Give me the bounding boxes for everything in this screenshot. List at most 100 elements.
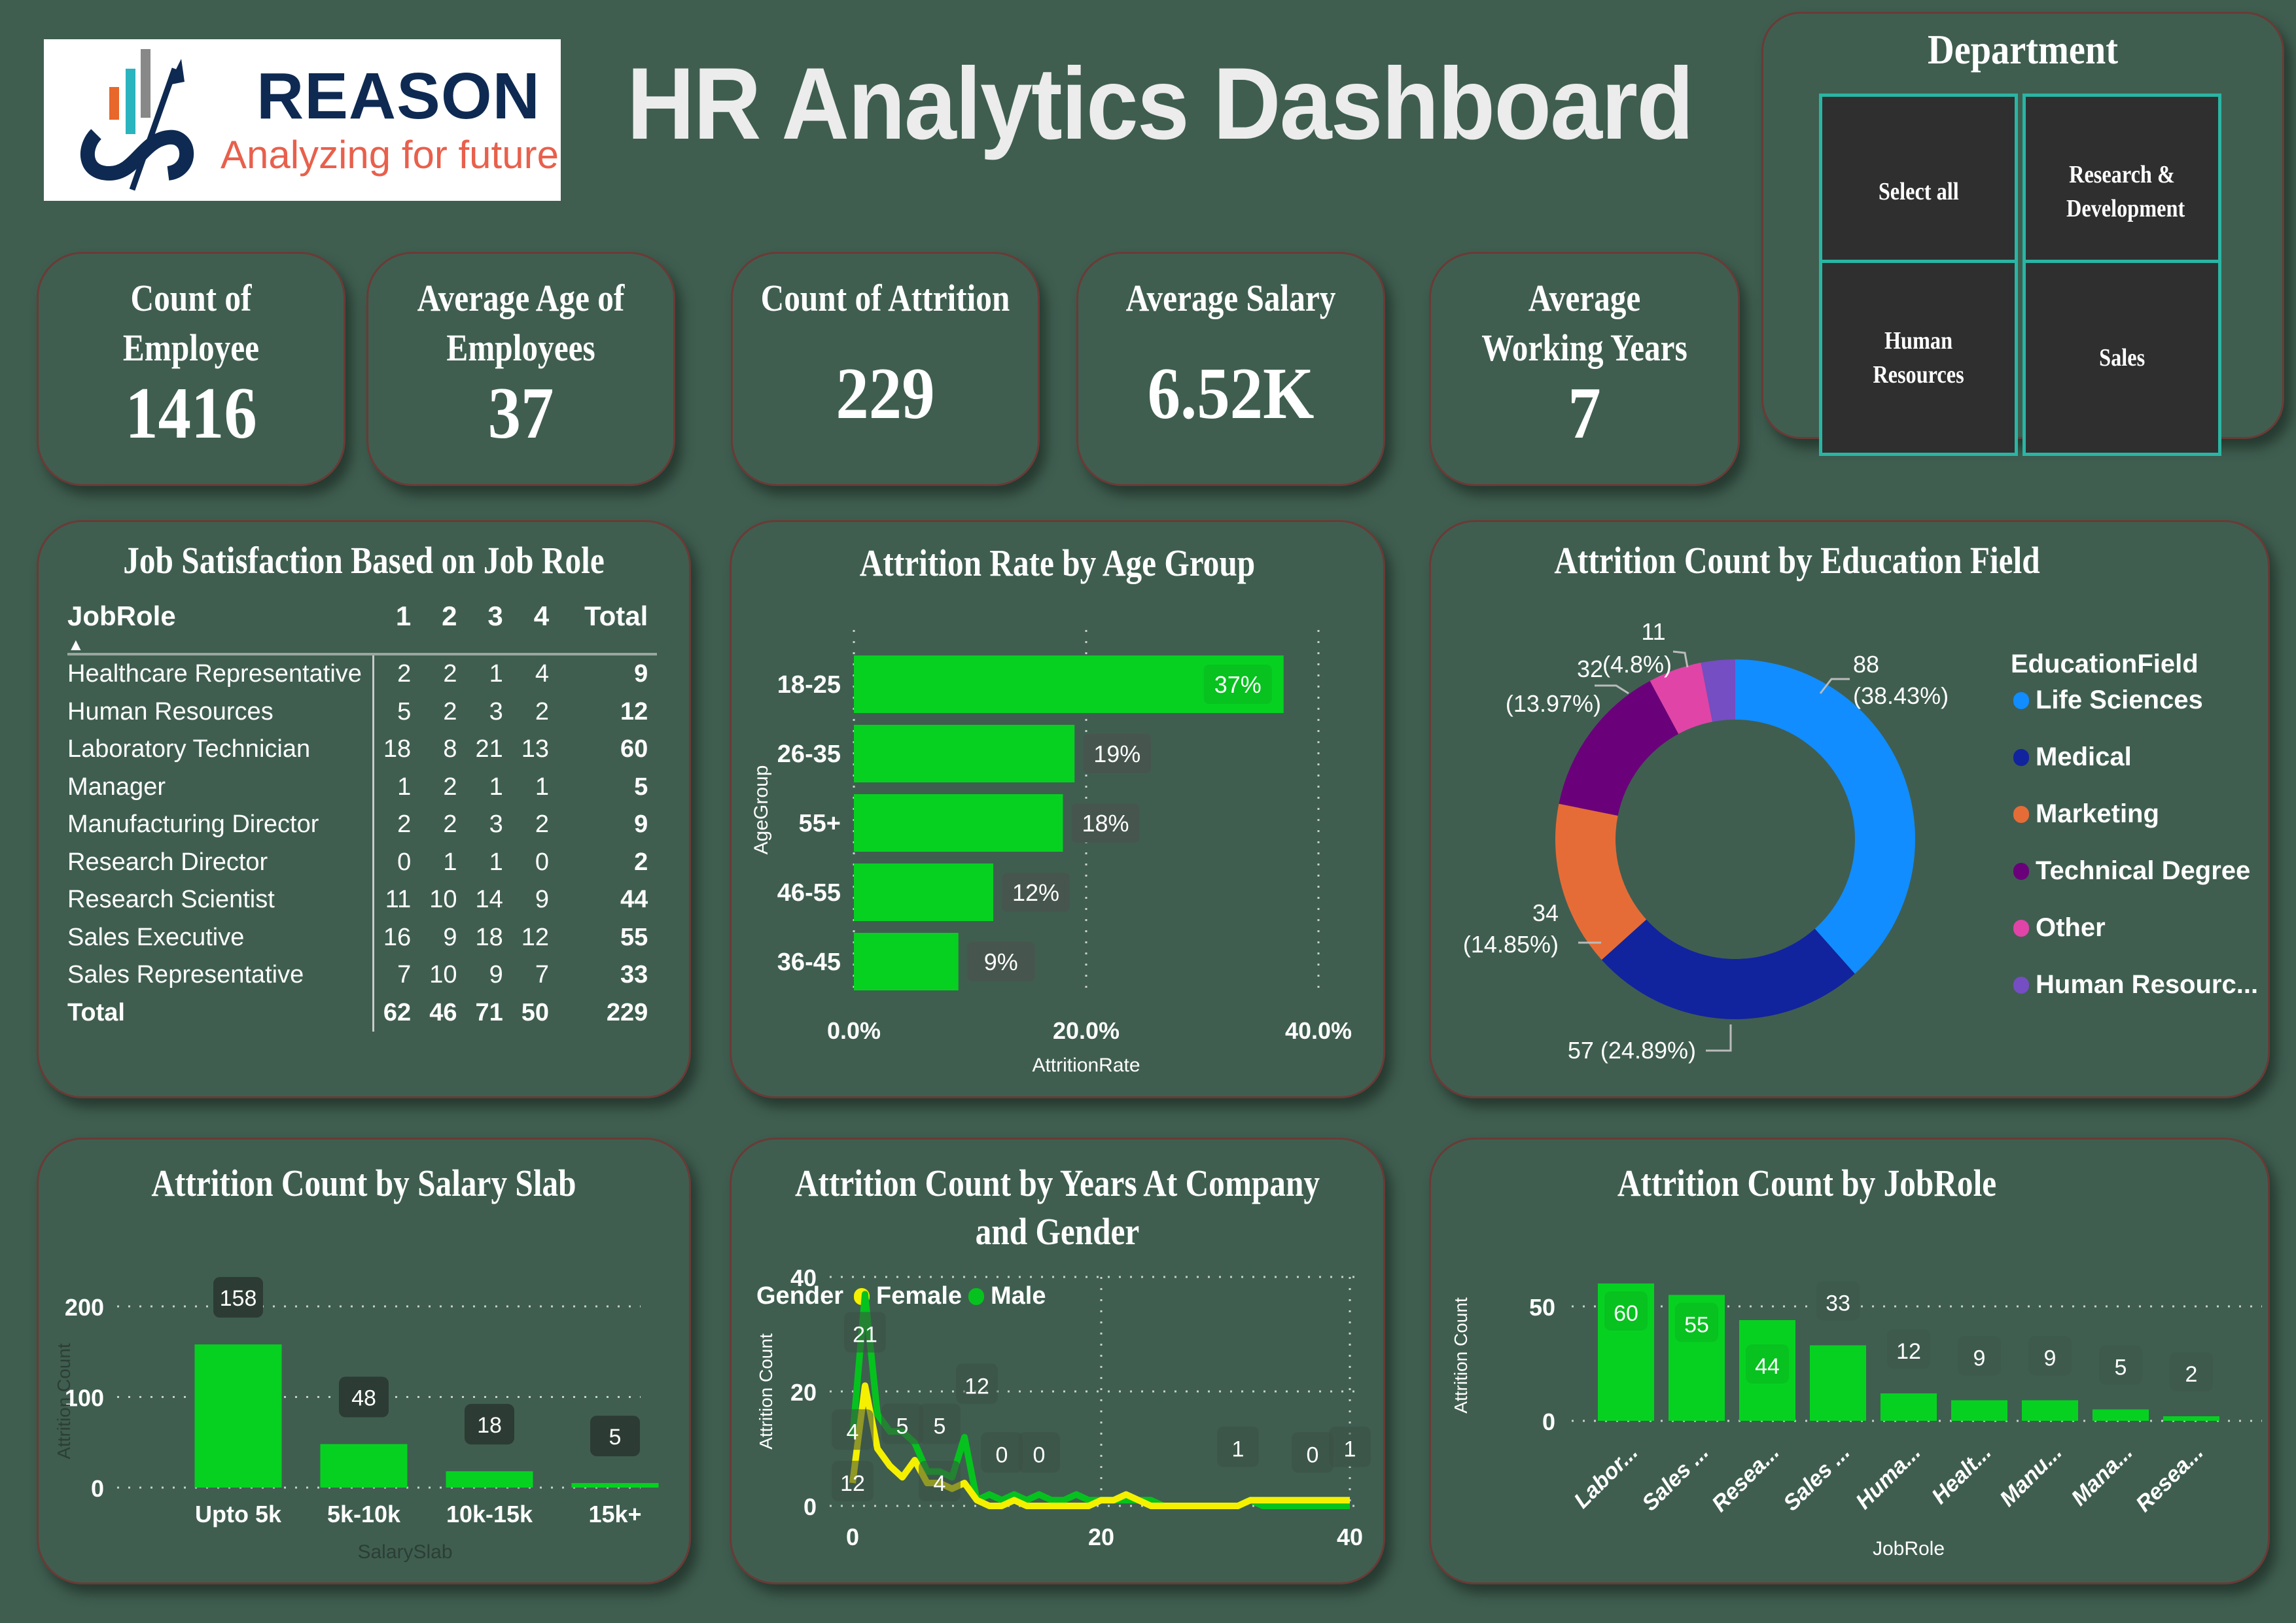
score-cell: 2: [535, 697, 550, 725]
bar: [854, 933, 959, 990]
jobrole-cell: Healthcare Representative: [67, 654, 374, 693]
x-tick-label: Healt...: [1927, 1440, 1996, 1509]
column-header-jobrole[interactable]: JobRole ▲: [67, 601, 373, 654]
x-tick-label: Sales ...: [1778, 1440, 1854, 1516]
column-header-3[interactable]: 3: [487, 601, 503, 631]
score-cell: 11: [385, 886, 412, 914]
table-row: Research Scientist 11 10 14 9 44: [67, 881, 657, 919]
jobrole-bar-chart: 0 50 Attrition Count JobRole 60 Labor... 55 Sal…: [1451, 1281, 2262, 1560]
data-label-bg: [2170, 1352, 2213, 1391]
score-cell: 3: [489, 697, 503, 725]
legend-label: Technical Degree: [2036, 856, 2251, 885]
jobrole-cell: Research Scientist: [67, 881, 374, 919]
kpi-label: Average Working Years: [1481, 277, 1687, 369]
legend-female[interactable]: Female: [876, 1282, 963, 1310]
card-title: Attrition Count by Years At Company and …: [794, 1162, 1320, 1253]
kpi-value: 37: [487, 373, 554, 454]
logo-tagline: Analyzing for future: [221, 133, 559, 177]
legend-item[interactable]: Life Sciences: [2013, 686, 2203, 715]
data-label-bg: [213, 1277, 263, 1318]
column-header-1[interactable]: 1: [395, 601, 412, 631]
y-tick-label: 40: [790, 1265, 817, 1291]
gender-legend: Gender Female Male: [756, 1282, 1046, 1310]
legend-label: Medical: [2036, 742, 2132, 771]
legend-item[interactable]: Medical: [2013, 742, 2132, 772]
x-tick-label: 20: [1088, 1524, 1114, 1550]
age-group-chart-card: Attrition Rate by Age Group 0.0% 20.0% 40.…: [730, 520, 1385, 1098]
score-cell: 3: [489, 811, 503, 839]
total-cell: 44: [620, 886, 648, 914]
bar: [854, 864, 993, 921]
legend-dot-icon: [2013, 919, 2029, 937]
y-tick-label: 50: [1529, 1294, 1555, 1321]
data-label: 18%: [1082, 810, 1129, 837]
x-tick-label: Huma...: [1851, 1440, 1926, 1514]
score-cell: 12: [521, 923, 550, 951]
score-cell: 0: [397, 848, 412, 876]
x-tick-label: 15k+: [588, 1501, 641, 1527]
total-cell: 229: [606, 998, 648, 1026]
department-option-human-resources[interactable]: Human Resources: [1819, 260, 2018, 456]
column-header-total[interactable]: Total: [584, 601, 648, 631]
data-label: 158: [220, 1286, 257, 1311]
y-tick-label: 36-45: [777, 949, 841, 976]
data-label-medical: 57 (24.89%): [1568, 1037, 1696, 1064]
table-row: Healthcare Representative 2 2 1 4 9: [67, 654, 657, 693]
leader-line: [1819, 678, 1850, 694]
card-title: Attrition Count by JobRole: [1617, 1162, 1997, 1204]
y-tick-label: 46-55: [777, 879, 841, 907]
data-label-bg: [832, 1461, 874, 1501]
column-header-2[interactable]: 2: [442, 601, 457, 631]
legend-item[interactable]: Other: [2013, 913, 2106, 943]
data-label-bg: [1746, 1344, 1789, 1384]
kpi-card-average-age: Average Age of Employees 37: [366, 252, 675, 486]
y-tick-label: 55+: [799, 810, 841, 837]
data-label: 60: [1614, 1301, 1638, 1326]
data-label-bg: [1217, 1426, 1259, 1467]
bar: [2093, 1409, 2149, 1421]
data-label-life-sciences: 88: [1853, 651, 1879, 678]
data-label: 0: [1033, 1442, 1046, 1467]
score-cell: 62: [383, 998, 412, 1026]
department-option-sales[interactable]: Sales: [2022, 260, 2221, 456]
data-label: 12: [1896, 1339, 1921, 1364]
table-header-row: JobRole ▲ 1 2 3 4 Total: [67, 601, 658, 654]
y-tick-label: 0: [804, 1493, 817, 1520]
option-label: Research & Development: [2066, 161, 2185, 222]
total-cell: 2: [634, 848, 648, 876]
column-header-4[interactable]: 4: [533, 601, 550, 631]
y-tick-label: 26-35: [777, 741, 841, 768]
data-label: 9: [1973, 1346, 1986, 1371]
y-axis-title: Attrition Count: [54, 1343, 74, 1459]
legend-title: EducationField: [2011, 650, 2199, 678]
data-label: 5: [934, 1414, 946, 1439]
total-cell: 9: [634, 660, 648, 688]
option-label: Select all: [1878, 178, 1959, 205]
data-label-life-sciences: (38.43%): [1853, 682, 1949, 709]
donut-slice: [1555, 803, 1647, 960]
data-label-bg: [881, 1403, 923, 1444]
data-label-bg: [2028, 1336, 2072, 1376]
total-cell: 12: [620, 697, 648, 725]
legend-male[interactable]: Male: [991, 1282, 1046, 1310]
kpi-value: 7: [1568, 373, 1601, 454]
legend-item[interactable]: Technical Degree: [2013, 856, 2250, 886]
x-tick-label: Resea...: [1707, 1440, 1784, 1517]
y-tick-label: 18-25: [777, 671, 841, 699]
score-cell: 21: [475, 735, 503, 763]
card-title: Attrition Count by Salary Slab: [151, 1162, 576, 1204]
education-field-donut-chart: 88 (38.43%) 57 (24.89%) 34 (14.85%) 32 (13.97%…: [1463, 618, 1949, 1064]
data-label: 0: [1307, 1442, 1319, 1467]
legend-item[interactable]: Human Resourc...: [2013, 970, 2258, 1000]
department-option-select-all[interactable]: Select all: [1819, 94, 2018, 290]
legend-label: Marketing: [2036, 799, 2159, 828]
sort-ascending-icon[interactable]: ▲: [67, 635, 84, 654]
score-cell: 2: [397, 660, 412, 688]
data-label-bg: [465, 1404, 514, 1445]
data-label: 1: [1344, 1437, 1356, 1462]
data-label: 55: [1684, 1313, 1709, 1338]
y-tick-label: 200: [65, 1294, 104, 1321]
legend-item[interactable]: Marketing: [2013, 799, 2159, 829]
x-tick-label: 0: [846, 1524, 859, 1550]
